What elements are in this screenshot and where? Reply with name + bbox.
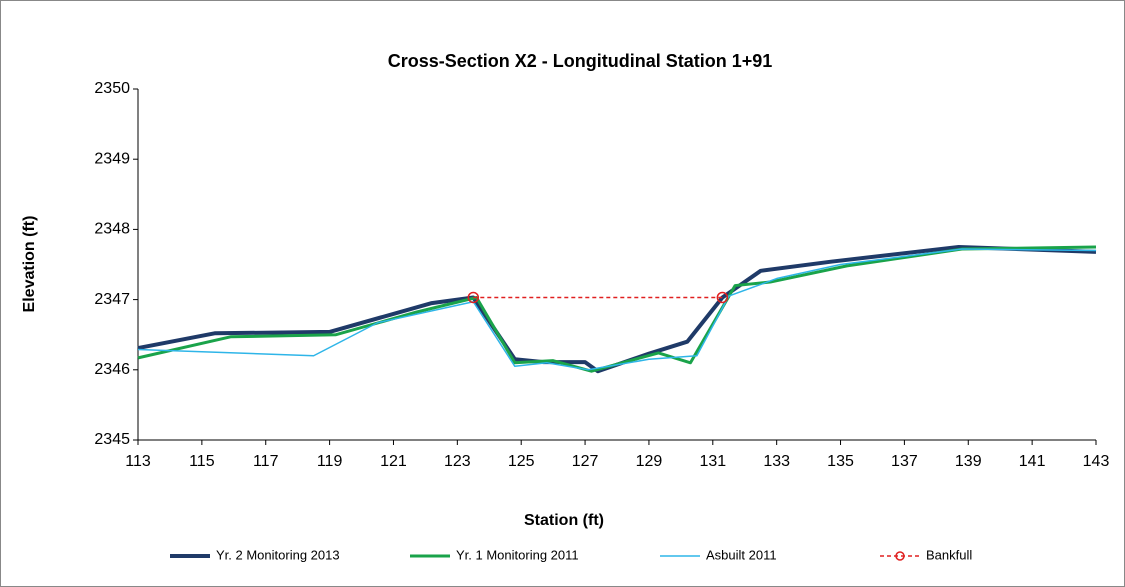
x-tick-label: 131 bbox=[699, 453, 726, 470]
y-tick-label: 2347 bbox=[94, 291, 130, 308]
legend-label: Bankfull bbox=[926, 547, 972, 562]
y-axis-label: Elevation (ft) bbox=[21, 216, 38, 313]
x-tick-label: 141 bbox=[1019, 453, 1046, 470]
y-tick-label: 2348 bbox=[94, 221, 130, 238]
legend-label: Yr. 2 Monitoring 2013 bbox=[216, 547, 340, 562]
legend-label: Yr. 1 Monitoring 2011 bbox=[456, 547, 579, 562]
point-marker bbox=[716, 291, 729, 304]
x-tick-label: 115 bbox=[189, 453, 215, 470]
x-tick-label: 139 bbox=[955, 453, 982, 470]
x-tick-label: 129 bbox=[636, 453, 663, 470]
series-line bbox=[137, 248, 1097, 371]
y-tick-label: 2346 bbox=[94, 361, 130, 378]
legend-label: Asbuilt 2011 bbox=[706, 547, 777, 562]
x-tick-label: 117 bbox=[253, 453, 279, 470]
x-tick-label: 135 bbox=[827, 453, 854, 470]
x-axis-label: Station (ft) bbox=[524, 512, 604, 529]
chart-title: Cross-Section X2 - Longitudinal Station … bbox=[388, 51, 773, 71]
x-tick-label: 125 bbox=[508, 453, 535, 470]
series-line bbox=[137, 244, 1097, 374]
series-line bbox=[137, 245, 1097, 373]
x-tick-label: 127 bbox=[572, 453, 599, 470]
x-tick-label: 143 bbox=[1083, 453, 1110, 470]
x-tick-label: 113 bbox=[125, 453, 151, 470]
y-tick-label: 2345 bbox=[94, 431, 130, 448]
y-tick-label: 2350 bbox=[94, 80, 130, 97]
x-tick-label: 121 bbox=[380, 453, 407, 470]
x-tick-label: 137 bbox=[891, 453, 918, 470]
legend-marker bbox=[895, 551, 905, 561]
point-marker bbox=[467, 291, 480, 304]
x-tick-label: 119 bbox=[317, 453, 343, 470]
x-tick-label: 133 bbox=[763, 453, 790, 470]
y-tick-label: 2349 bbox=[94, 150, 130, 167]
x-tick-label: 123 bbox=[444, 453, 471, 470]
